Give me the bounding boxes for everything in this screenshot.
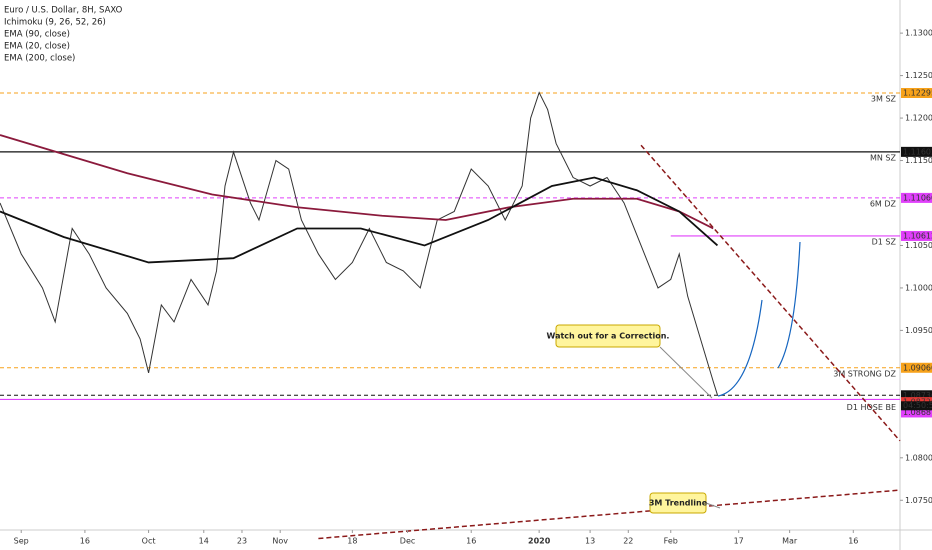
price-tag xyxy=(901,390,932,401)
legend-indicator: EMA (90, close) xyxy=(4,30,70,40)
level-name: 3M SZ xyxy=(871,95,897,104)
callout-text: Watch out for a Correction. xyxy=(547,332,670,341)
legend-title: Euro / U.S. Dollar, 8H, SAXO xyxy=(4,6,123,16)
price-tag-label: 1.12295 xyxy=(903,89,932,98)
price-axis-bg xyxy=(900,0,932,550)
level-name: D1 SZ xyxy=(872,237,897,246)
level-name: MN SZ xyxy=(870,153,897,162)
countdown: 04:50:56 xyxy=(903,401,932,410)
x-tick-label: Nov xyxy=(272,537,288,546)
price-tag xyxy=(901,88,932,99)
x-tick-label: Dec xyxy=(400,537,415,546)
x-tick-label: 14 xyxy=(199,537,209,546)
price-tag xyxy=(901,407,932,418)
level-name: 6M DZ xyxy=(870,199,897,208)
x-tick-label: Oct xyxy=(142,537,156,546)
callout-box xyxy=(555,324,661,348)
price-tag-label: 1.08687 xyxy=(903,408,932,417)
x-tick-label: 16 xyxy=(466,537,476,546)
x-tick-label: 2020 xyxy=(528,537,551,546)
y-tick-label: 1.10500 xyxy=(905,241,932,250)
price-tag-label: 1.08736 xyxy=(903,391,932,400)
price-tag xyxy=(901,192,932,203)
x-tick-label: Sep xyxy=(14,537,29,546)
ema-line xyxy=(0,176,719,264)
y-tick-label: 1.12500 xyxy=(905,71,932,80)
y-tick-label: 1.11500 xyxy=(905,156,932,165)
y-tick-label: 1.07500 xyxy=(905,496,932,505)
y-tick-label: 1.12000 xyxy=(905,114,932,123)
price-tag-label: 1.11060 xyxy=(903,193,932,202)
legend-indicator: EMA (200, close) xyxy=(4,54,75,64)
x-tick-label: Feb xyxy=(664,537,678,546)
callout-pointer xyxy=(659,346,713,399)
trendline xyxy=(640,144,901,442)
x-tick-label: 17 xyxy=(734,537,744,546)
trendline xyxy=(318,489,901,540)
price-tag-label: 1.11602 xyxy=(903,147,932,156)
x-tick-label: 18 xyxy=(347,537,357,546)
y-tick-label: 1.13000 xyxy=(905,29,932,38)
price-line xyxy=(0,91,718,396)
projection-arrow xyxy=(777,241,801,369)
x-tick-label: 16 xyxy=(848,537,858,546)
ema-line xyxy=(0,134,714,230)
x-tick-label: 13 xyxy=(585,537,595,546)
x-tick-label: 22 xyxy=(623,537,633,546)
y-tick-label: 1.09500 xyxy=(905,326,932,335)
y-tick-label: 1.08000 xyxy=(905,453,932,462)
legend-indicator: EMA (20, close) xyxy=(4,42,70,52)
callout-pointer xyxy=(705,502,721,509)
y-tick-label: 1.10000 xyxy=(905,283,932,292)
countdown-tag xyxy=(901,401,932,411)
price-tag xyxy=(901,230,932,241)
price-tag xyxy=(901,146,932,157)
callout-text: 3M Trendline xyxy=(649,499,708,508)
price-tag xyxy=(901,362,932,373)
level-name: 3M STRONG DZ xyxy=(833,369,896,378)
x-tick-label: 23 xyxy=(237,537,247,546)
projection-arrow xyxy=(717,299,763,397)
x-tick-label: 16 xyxy=(80,537,90,546)
x-tick-label: Mar xyxy=(782,537,798,546)
price-tag-label: 1.09060 xyxy=(903,363,932,372)
price-tag-label: 1.10612 xyxy=(903,231,932,240)
legend-indicator: Ichimoku (9, 26, 52, 26) xyxy=(4,18,106,28)
legend: Euro / U.S. Dollar, 8H, SAXO Ichimoku (9… xyxy=(4,6,123,64)
